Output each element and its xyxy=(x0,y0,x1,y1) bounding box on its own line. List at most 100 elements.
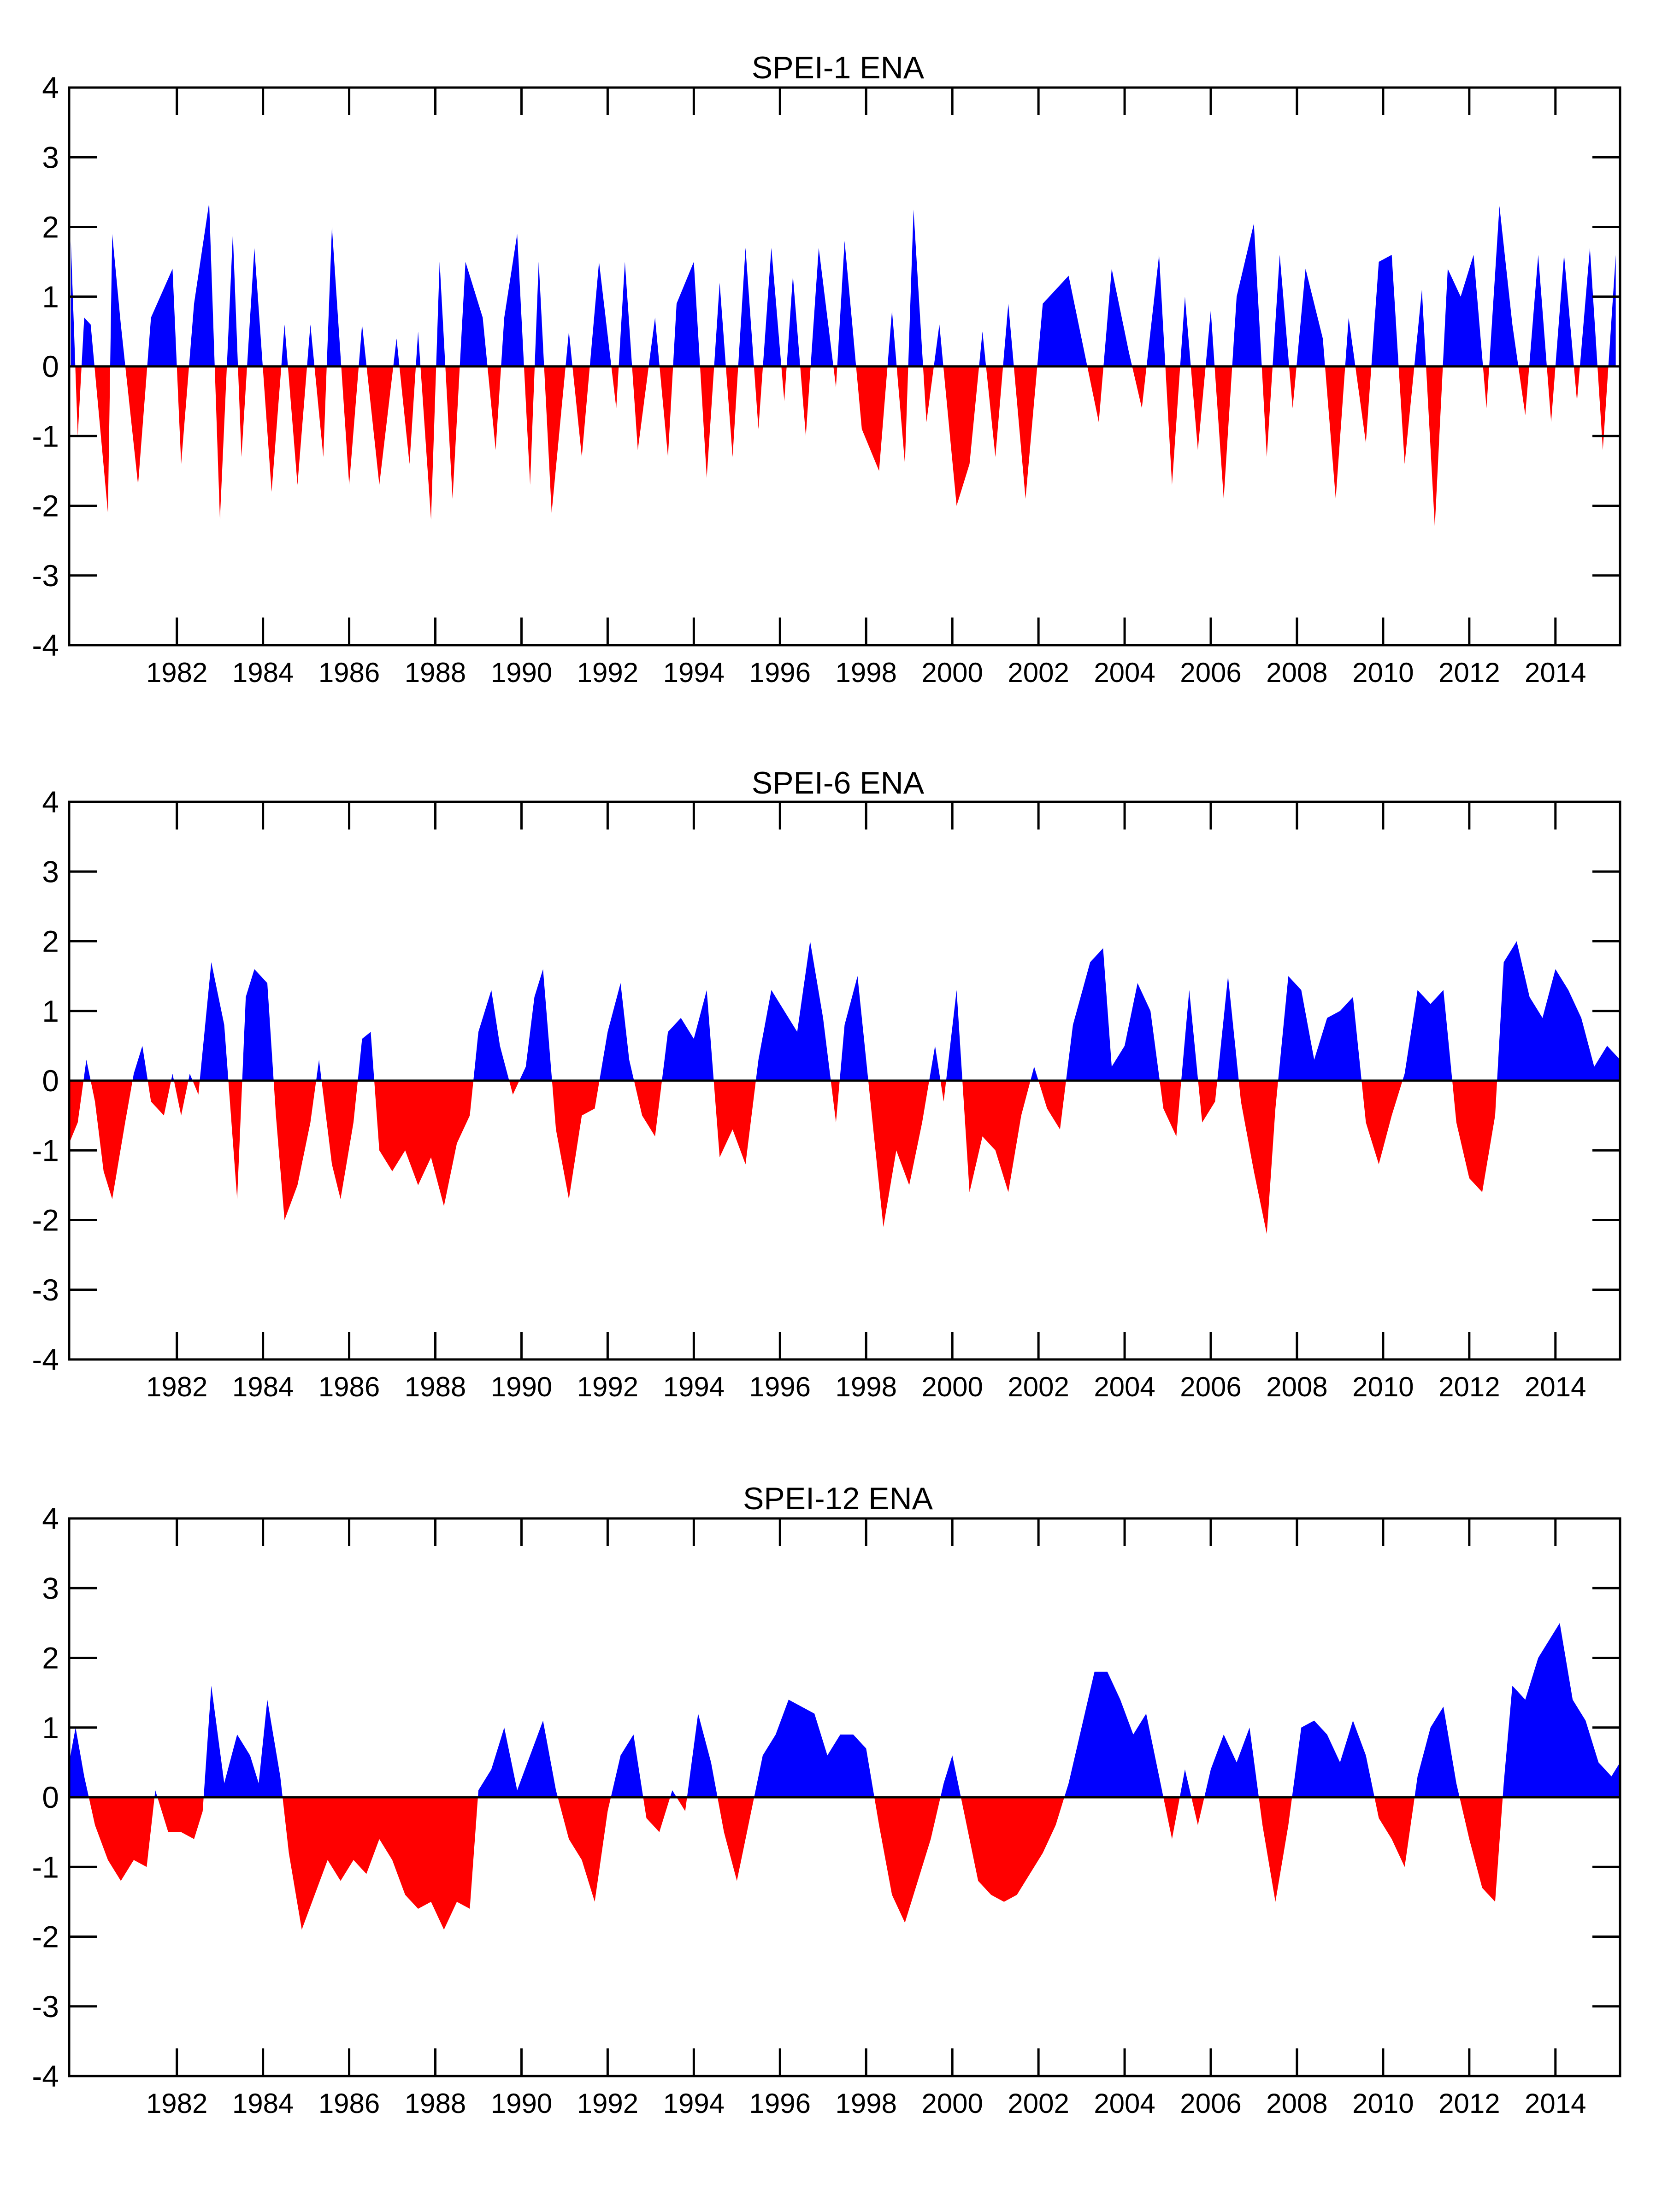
dry-area-9 xyxy=(214,366,227,520)
y-axis-ticks: -4 -3 -2 -1 0 1 2 3 4 xyxy=(32,785,1620,1377)
y-tick-label: -4 xyxy=(32,628,59,662)
y-tick-label: -2 xyxy=(32,489,59,523)
dry-area-59 xyxy=(923,366,934,422)
wet-area-17 xyxy=(473,990,509,1081)
x-tick-label: 1996 xyxy=(749,657,811,688)
wet-area-84 xyxy=(1371,255,1399,366)
dry-area-2 xyxy=(90,1081,133,1200)
dry-area-11 xyxy=(238,366,248,457)
wet-area-12 xyxy=(247,247,263,366)
wet-area-98 xyxy=(1608,255,1616,366)
wet-area-26 xyxy=(1414,1706,1460,1797)
wet-area-5 xyxy=(171,1073,174,1081)
y-tick-label: -1 xyxy=(32,1850,59,1884)
dry-area-21 xyxy=(1191,1797,1204,1825)
x-axis-ticks: 1982 1984 1986 1988 1990 1992 1994 1996 1998 2000… xyxy=(146,802,1586,1402)
x-tick-label: 1994 xyxy=(663,657,725,688)
dry-area-15 xyxy=(288,366,307,485)
wet-area-54 xyxy=(837,241,856,366)
dry-area-31 xyxy=(524,366,535,485)
wet-area-14 xyxy=(754,1700,875,1797)
dry-area-55 xyxy=(856,366,888,471)
x-tick-label: 2004 xyxy=(1094,2088,1155,2119)
series-area xyxy=(69,941,1620,1234)
wet-area-56 xyxy=(887,311,897,366)
dry-area-65 xyxy=(1014,366,1037,499)
y-tick-label: -1 xyxy=(32,1133,59,1167)
wet-area-8 xyxy=(189,202,215,366)
x-tick-label: 2014 xyxy=(1525,657,1586,688)
y-tick-label: -3 xyxy=(32,1273,59,1307)
wet-area-29 xyxy=(929,1046,941,1081)
dry-area-91 xyxy=(1518,366,1529,415)
x-tick-label: 1982 xyxy=(146,657,207,688)
dry-area-17 xyxy=(314,366,327,457)
x-tick-label: 1998 xyxy=(835,2088,896,2119)
x-tick-label: 1982 xyxy=(146,2088,207,2119)
y-tick-label: -4 xyxy=(32,1342,59,1377)
x-tick-label: 2006 xyxy=(1180,1371,1241,1402)
dry-area-23 xyxy=(1259,1797,1292,1902)
wet-area-52 xyxy=(810,247,834,366)
x-tick-label: 1994 xyxy=(663,2088,725,2119)
dry-area-1 xyxy=(75,366,82,436)
dry-area-45 xyxy=(725,366,738,457)
dry-area-81 xyxy=(1325,366,1345,499)
dry-area-53 xyxy=(833,366,837,388)
wet-area-41 xyxy=(1278,976,1362,1081)
wet-area-22 xyxy=(393,338,400,366)
wet-area-6 xyxy=(147,269,177,366)
x-tick-label: 1984 xyxy=(232,657,294,688)
dry-area-0 xyxy=(69,1081,84,1144)
x-axis-ticks: 1982 1984 1986 1988 1990 1992 1994 1996 1998 2000… xyxy=(146,88,1586,688)
wet-area-82 xyxy=(1345,318,1356,366)
wet-area-2 xyxy=(154,1790,158,1797)
dry-area-10 xyxy=(228,1081,242,1200)
dry-area-32 xyxy=(962,1081,1031,1192)
y-tick-label: 3 xyxy=(42,854,59,888)
dry-area-97 xyxy=(1597,366,1609,450)
x-tick-label: 2012 xyxy=(1438,1371,1500,1402)
dry-area-13 xyxy=(717,1797,754,1881)
wet-area-20 xyxy=(359,324,367,366)
dry-area-36 xyxy=(1160,1081,1181,1136)
y-tick-label: -3 xyxy=(32,559,59,593)
dry-area-67 xyxy=(1087,366,1104,422)
dry-area-7 xyxy=(177,366,189,464)
wet-area-18 xyxy=(326,227,342,366)
dry-area-71 xyxy=(1165,366,1180,485)
wet-area-32 xyxy=(535,262,544,366)
dry-area-85 xyxy=(1398,366,1414,464)
wet-area-37 xyxy=(1181,990,1198,1081)
wet-area-0 xyxy=(71,241,76,366)
dry-area-77 xyxy=(1261,366,1273,457)
wet-area-36 xyxy=(589,262,612,366)
wet-area-20 xyxy=(1179,1769,1191,1797)
wet-area-46 xyxy=(738,247,754,366)
wet-area-22 xyxy=(1204,1727,1259,1797)
wet-area-38 xyxy=(619,262,632,366)
y-tick-label: -1 xyxy=(32,419,59,453)
x-tick-label: 2000 xyxy=(921,657,983,688)
x-tick-label: 1990 xyxy=(491,2088,552,2119)
wet-area-96 xyxy=(1579,247,1598,366)
wet-area-72 xyxy=(1180,296,1191,366)
chart-title: SPEI-6 ENA xyxy=(752,765,925,800)
x-tick-label: 2010 xyxy=(1352,2088,1414,2119)
dry-area-33 xyxy=(544,366,566,513)
wet-area-23 xyxy=(662,990,714,1081)
y-tick-label: 0 xyxy=(42,1780,59,1814)
wet-area-4 xyxy=(110,234,125,366)
x-tick-label: 1990 xyxy=(491,1371,552,1402)
dry-area-3 xyxy=(94,366,111,513)
dry-area-24 xyxy=(713,1081,756,1165)
x-tick-label: 2012 xyxy=(1438,2088,1500,2119)
wet-area-14 xyxy=(281,324,288,366)
wet-area-10 xyxy=(227,234,238,366)
x-tick-label: 1982 xyxy=(146,1371,207,1402)
dry-area-63 xyxy=(986,366,1003,457)
dry-area-49 xyxy=(781,366,787,401)
wet-area-33 xyxy=(1030,1066,1039,1081)
x-tick-label: 1992 xyxy=(577,2088,638,2119)
